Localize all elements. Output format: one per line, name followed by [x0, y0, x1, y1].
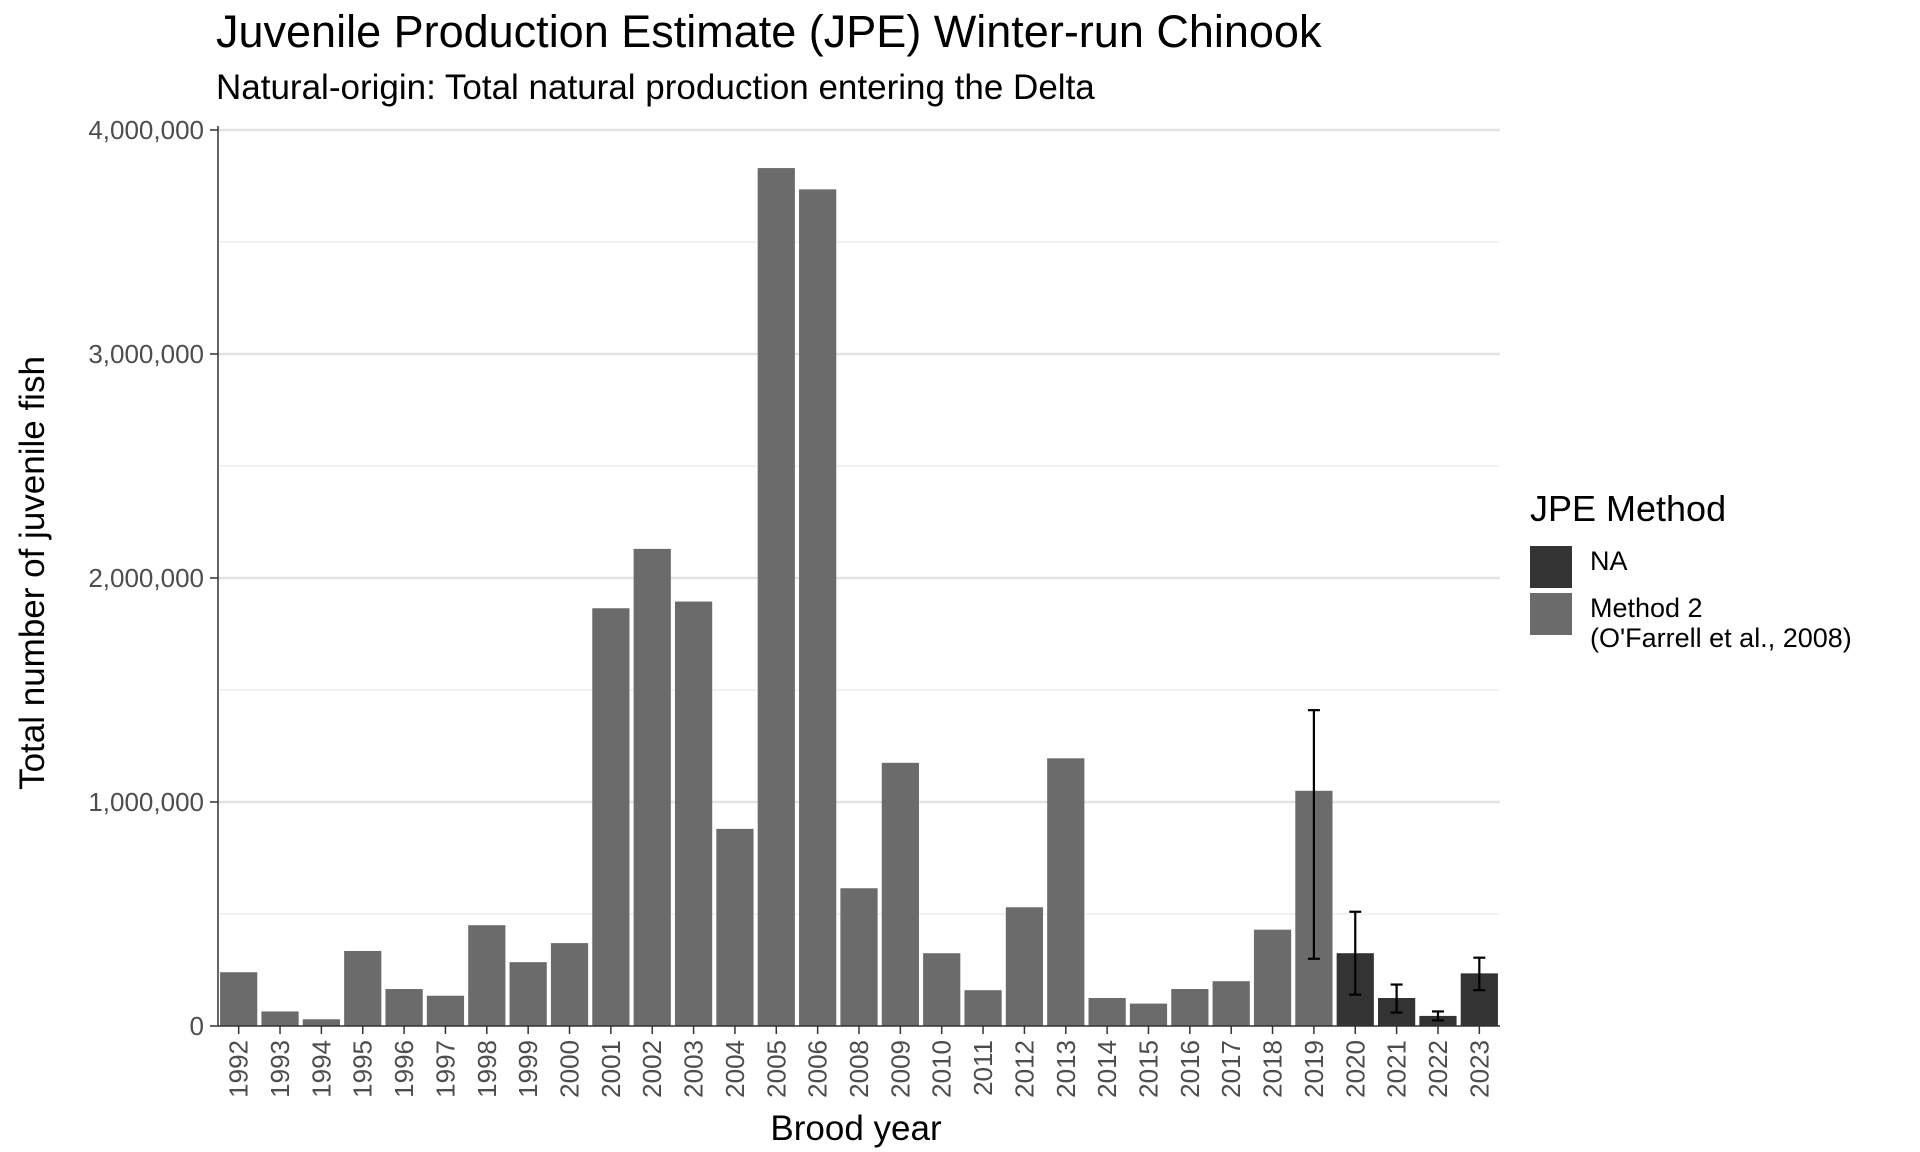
- bar-1998: [468, 925, 506, 1026]
- x-tick-label: 2020: [1340, 1040, 1370, 1098]
- legend-item-method-2: Method 2 (O'Farrell et al., 2008): [1530, 593, 1852, 653]
- bar-2013: [1047, 758, 1085, 1026]
- bar-1993: [261, 1011, 299, 1026]
- x-tick-label: 2013: [1051, 1040, 1081, 1098]
- bar-2008: [840, 888, 878, 1026]
- bar-1994: [302, 1019, 340, 1026]
- bar-2002: [633, 548, 671, 1026]
- bar-2009: [881, 762, 919, 1026]
- y-tick-label: 3,000,000: [88, 339, 204, 369]
- x-tick-label: 2006: [803, 1040, 833, 1098]
- x-tick-label: 1997: [430, 1040, 460, 1098]
- chart-title: Juvenile Production Estimate (JPE) Winte…: [216, 6, 1322, 57]
- x-tick-label: 2023: [1464, 1040, 1494, 1098]
- x-tick-label: 2022: [1423, 1040, 1453, 1098]
- bar-2015: [1129, 1003, 1168, 1026]
- x-tick-label: 2018: [1258, 1040, 1288, 1098]
- x-tick-label: 1999: [513, 1040, 543, 1098]
- error-bars: [1307, 709, 1486, 1022]
- bar-1995: [344, 950, 382, 1026]
- x-tick-label: 1996: [389, 1040, 419, 1098]
- bar-2005: [757, 168, 795, 1026]
- grid-lines: [218, 128, 1500, 915]
- legend-label-method-2: Method 2 (O'Farrell et al., 2008): [1590, 593, 1852, 653]
- bar-2014: [1088, 998, 1126, 1026]
- x-tick-label: 2005: [761, 1040, 791, 1098]
- legend: JPE Method NA Method 2 (O'Farrell et al.…: [1530, 488, 1852, 658]
- x-tick-label: 1998: [472, 1040, 502, 1098]
- bar-2006: [799, 189, 837, 1027]
- x-tick-label: 2008: [844, 1040, 874, 1098]
- x-tick-label: 2011: [968, 1040, 998, 1096]
- x-tick-label: 2019: [1299, 1040, 1329, 1098]
- bar-2004: [716, 828, 754, 1026]
- bar-2000: [550, 943, 589, 1026]
- x-tick-label: 2016: [1175, 1040, 1205, 1098]
- bar-1999: [509, 962, 547, 1026]
- bar-2017: [1212, 981, 1250, 1026]
- y-tick-label: 4,000,000: [88, 115, 204, 145]
- x-tick-label: 2001: [596, 1040, 626, 1098]
- legend-swatch-method-2: [1530, 593, 1572, 635]
- x-tick-label: 2012: [1009, 1040, 1039, 1098]
- x-tick-label: 1993: [265, 1040, 295, 1098]
- x-tick-label: 2004: [720, 1040, 750, 1098]
- bar-2018: [1253, 929, 1292, 1026]
- bar-2016: [1171, 989, 1209, 1026]
- x-tick-label: 1994: [306, 1040, 336, 1098]
- y-tick-label: 0: [190, 1011, 204, 1041]
- bar-1997: [426, 995, 465, 1026]
- x-tick-label: 2015: [1133, 1040, 1163, 1098]
- y-axis-title: Total number of juvenile fish: [13, 356, 52, 790]
- bar-1992: [220, 972, 258, 1026]
- bars: [220, 168, 1498, 1027]
- y-tick-label: 1,000,000: [88, 787, 204, 817]
- legend-item-na: NA: [1530, 546, 1852, 588]
- bar-1996: [385, 989, 423, 1026]
- bar-2010: [923, 953, 961, 1026]
- x-axis-title: Brood year: [770, 1109, 942, 1148]
- bar-2001: [592, 608, 630, 1026]
- x-tick-label: 2000: [555, 1040, 585, 1098]
- y-tick-label: 2,000,000: [88, 563, 204, 593]
- x-tick-label: 1992: [224, 1040, 254, 1098]
- x-tick-label: 1995: [348, 1040, 378, 1098]
- x-tick-label: 2009: [885, 1040, 915, 1098]
- chart-subtitle: Natural-origin: Total natural production…: [216, 68, 1095, 107]
- x-tick-label: 2014: [1092, 1040, 1122, 1098]
- x-tick-label: 2003: [679, 1040, 709, 1098]
- bar-2011: [964, 990, 1002, 1026]
- x-tick-label: 2021: [1382, 1040, 1412, 1098]
- bar-2012: [1005, 907, 1044, 1026]
- legend-title: JPE Method: [1530, 488, 1727, 529]
- x-tick-label: 2010: [927, 1040, 957, 1098]
- x-tick-label: 2017: [1216, 1040, 1246, 1098]
- legend-label-na: NA: [1590, 546, 1628, 576]
- axes: 0 1,000,000 2,000,000 3,000,000 4,000,000 199…: [88, 115, 1500, 1098]
- x-tick-label: 2002: [637, 1040, 667, 1098]
- legend-swatch-na: [1530, 546, 1572, 588]
- bar-2003: [674, 601, 713, 1026]
